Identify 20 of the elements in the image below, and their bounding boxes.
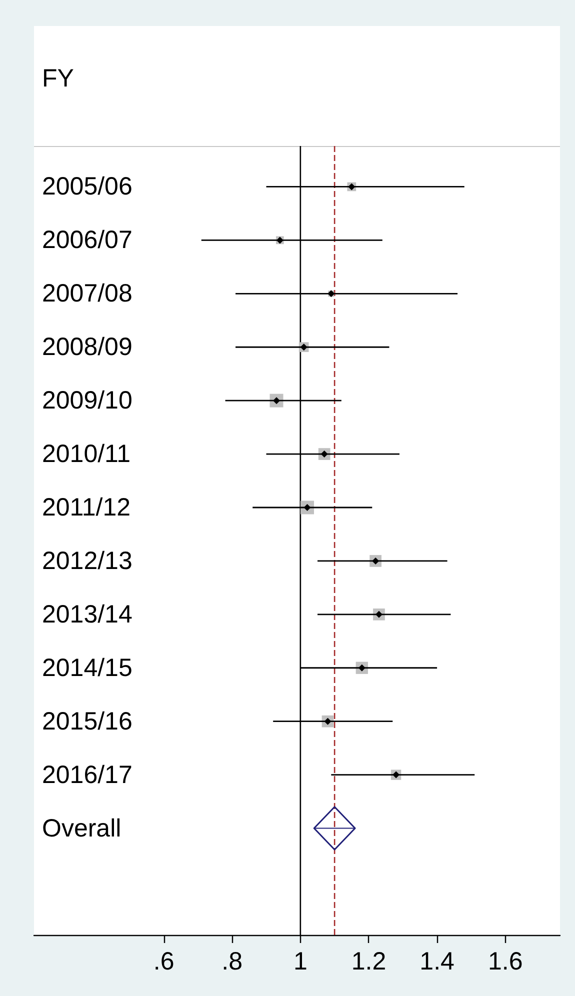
y-tick-label: 2009/10 — [42, 386, 132, 415]
y-tick-label: 2005/06 — [42, 172, 132, 201]
x-tick-label: 1.4 — [420, 948, 455, 976]
y-tick-label: 2006/07 — [42, 226, 132, 254]
y-tick-label: 2016/17 — [42, 760, 132, 789]
y-tick-label: 2015/16 — [42, 707, 132, 736]
x-tick-label: 1.6 — [488, 948, 523, 976]
y-tick-label: Overall — [42, 814, 122, 842]
y-tick-label: 2008/09 — [42, 333, 132, 362]
x-tick-label: .8 — [222, 948, 243, 976]
y-tick-label: 2007/08 — [42, 280, 132, 308]
y-tick-label: 2010/11 — [42, 440, 131, 468]
y-tick-label: 2012/13 — [42, 546, 132, 575]
y-tick-label: 2013/14 — [42, 600, 132, 628]
x-tick-label: 1.2 — [351, 948, 386, 976]
y-tick-label: 2014/15 — [42, 654, 132, 682]
y-axis-title: FY — [42, 64, 74, 92]
y-tick-label: 2011/12 — [42, 494, 131, 522]
x-tick-label: .6 — [153, 948, 174, 976]
x-tick-label: 1 — [293, 948, 308, 976]
